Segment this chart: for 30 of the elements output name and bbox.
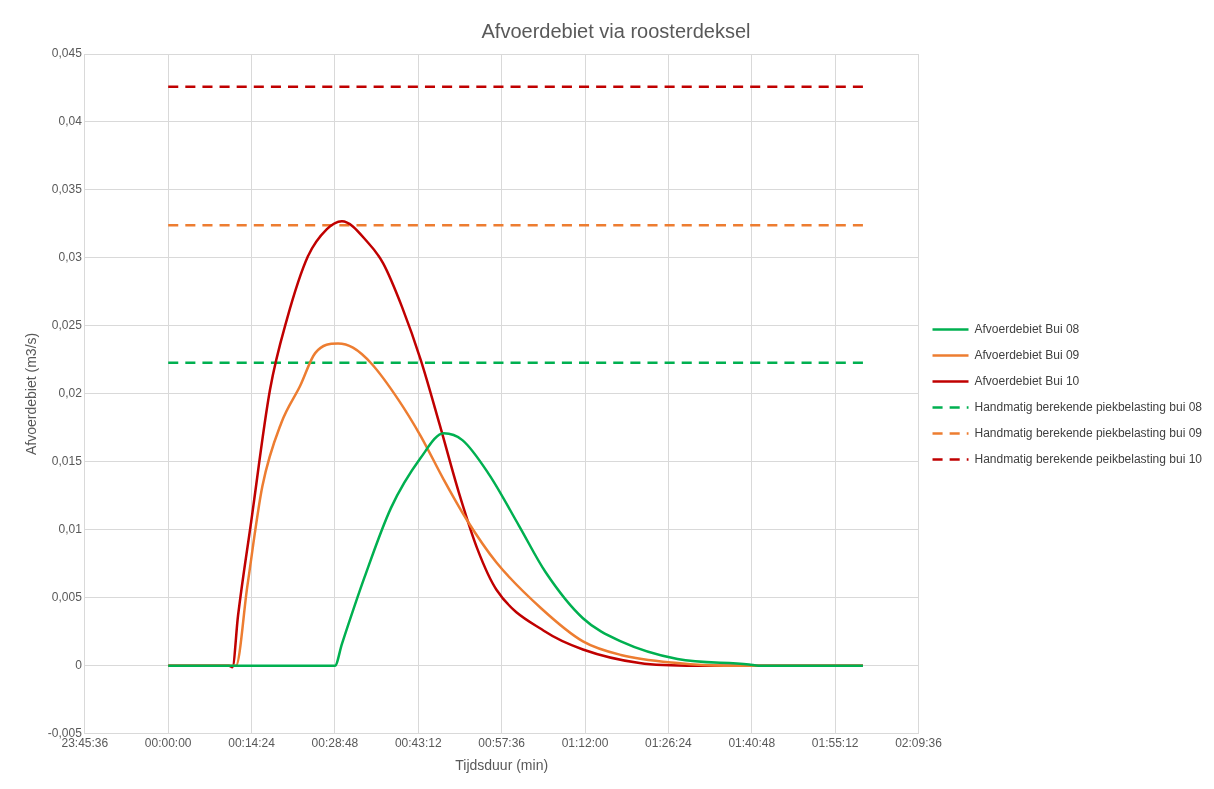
y-tick-label: 0,025	[51, 318, 83, 333]
line-series	[166, 432, 865, 668]
legend-label: Afvoerdebiet Bui 09	[974, 347, 1080, 362]
y-tick-label: 0,035	[51, 182, 83, 197]
x-tick-label: 01:12:00	[561, 736, 609, 751]
x-axis-title: Tijdsduur (min)	[455, 757, 549, 774]
x-tick-label: 00:28:48	[311, 736, 359, 751]
y-tick-label: 0,01	[58, 522, 83, 537]
x-tick-label: 01:55:12	[811, 736, 859, 751]
x-tick-label: 02:09:36	[895, 736, 943, 751]
x-tick-label: 00:00:00	[144, 736, 192, 751]
y-tick-label: 0,045	[51, 46, 83, 61]
y-axis-title: Afvoerdebiet (m3/s)	[23, 332, 40, 455]
y-tick-label: 0,005	[51, 590, 83, 605]
x-tick-label: 00:57:36	[478, 736, 526, 751]
legend-label: Afvoerdebiet Bui 08	[974, 321, 1080, 336]
y-tick-label: 0,015	[51, 454, 83, 469]
legend-label: Handmatig berekende piekbelasting bui 09	[974, 425, 1203, 440]
y-tick-label: 0,03	[58, 250, 83, 265]
x-tick-label: 01:40:48	[728, 736, 776, 751]
y-tick-label: 0	[75, 658, 83, 673]
x-tick-label: 01:26:24	[645, 736, 693, 751]
x-tick-label: 00:43:12	[394, 736, 442, 751]
x-tick-label: 00:14:24	[228, 736, 276, 751]
y-tick-label: 0,02	[58, 386, 83, 401]
legend-label: Handmatig berekende peikbelasting bui 10	[974, 451, 1203, 466]
legend-label: Afvoerdebiet Bui 10	[974, 373, 1080, 388]
y-tick-label: 0,04	[58, 114, 83, 129]
chart-title: Afvoerdebiet via roosterdeksel	[481, 19, 751, 42]
legend-label: Handmatig berekende piekbelasting bui 08	[974, 399, 1203, 414]
